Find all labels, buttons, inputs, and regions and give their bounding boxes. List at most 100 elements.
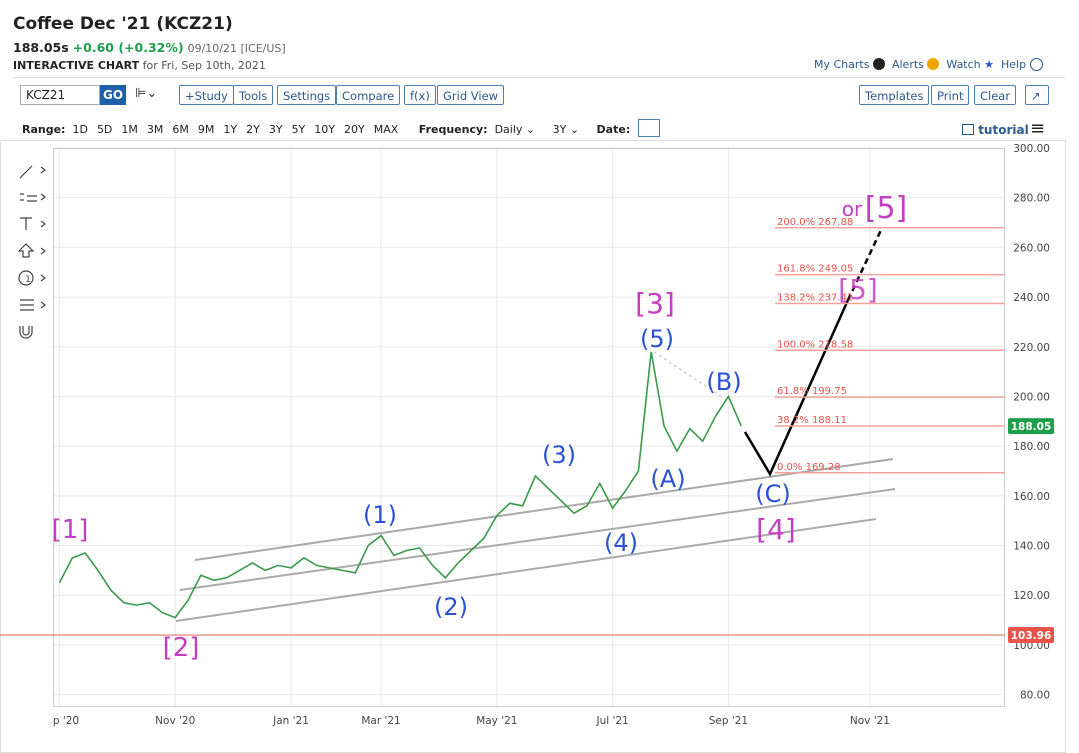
x-tick-label: Sep '21 (709, 715, 748, 727)
channel-line (175, 518, 877, 622)
channel-line (179, 488, 896, 591)
wave-label: [3] (635, 287, 675, 320)
toolbar-button[interactable]: f(x) (404, 85, 436, 105)
calendar[interactable] (637, 119, 660, 137)
x-tick-label: Jul '21 (595, 715, 628, 727)
range-option[interactable]: 1M (121, 123, 138, 136)
fib-label: 61.8% 199.75 (777, 386, 847, 397)
y-tick-label: 240.00 (1013, 292, 1050, 304)
subtitle-row: INTERACTIVE CHART for Fri, Sep 10th, 202… (13, 59, 266, 72)
toolbar-button[interactable]: Compare (336, 85, 401, 105)
toolbar-button[interactable]: Tools (233, 85, 274, 105)
menu[interactable]: ≡ (1030, 118, 1046, 139)
tutorial-label[interactable]: tutorial (978, 123, 1029, 137)
wave-label: (3) (542, 441, 576, 469)
wave-label: (C) (755, 480, 790, 508)
x-tick-label: Sep '20 (40, 715, 79, 727)
frequency[interactable]: Daily (494, 123, 523, 136)
y-tick-label: 280.00 (1013, 193, 1050, 205)
subtitle-date: for Fri, Sep 10th, 2021 (142, 59, 266, 72)
x-tick-label: Jan '21 (272, 715, 309, 727)
projection-line (743, 299, 850, 477)
fib-label: 0.0% 169.28 (777, 462, 841, 473)
title: Coffee Dec '21 (KCZ21) (13, 14, 233, 34)
wave-label: (1) (363, 501, 397, 529)
tutorial[interactable]: tutorial (962, 123, 1029, 137)
link[interactable]: Watch (946, 58, 981, 71)
tool-text (20, 217, 32, 230)
range-option[interactable]: 10Y (314, 123, 335, 136)
wave-label: (A) (650, 465, 685, 493)
tool-line (19, 165, 33, 179)
range-option[interactable]: 20Y (344, 123, 365, 136)
fib-label: 100.0% 218.58 (777, 339, 853, 350)
x-tick-label: May '21 (476, 715, 517, 727)
toolbar-button[interactable]: +Study (179, 85, 234, 105)
y-tick-label: 180.00 (1013, 441, 1050, 453)
subtitle: INTERACTIVE CHART (13, 59, 140, 72)
range-option[interactable]: 2Y (246, 123, 260, 136)
channel-line (194, 458, 894, 561)
price-badge-label: 103.96 (1011, 630, 1052, 642)
link[interactable]: Alerts (891, 58, 924, 71)
range-option[interactable]: MAX (373, 123, 399, 136)
change: +0.60 (+0.32%) (72, 40, 184, 55)
fib-label: 161.8% 249.05 (777, 264, 853, 275)
y-tick-label: 80.00 (1020, 690, 1050, 702)
tool-magnet (19, 326, 33, 339)
range-option[interactable]: 5Y (291, 123, 306, 136)
expand-button[interactable]: ↗ (1025, 85, 1049, 105)
toolbar-button[interactable]: Print (931, 85, 970, 105)
link[interactable]: Help (1001, 58, 1027, 71)
range-option[interactable]: 6M (172, 123, 189, 136)
range-bar: Range: 1D 5D 1M 3M 6M 9M 1Y 2Y 3Y 5Y 10Y 20Y MAX Fre… (22, 119, 660, 137)
tool-shape (17, 243, 35, 258)
chart-type-menu[interactable]: ⊫⌄ (135, 86, 158, 101)
tool-chevrons (40, 166, 46, 309)
date-label: Date: (596, 123, 631, 136)
y-tick-label: 220.00 (1013, 342, 1050, 354)
x-axis: Sep '20 Nov '20 Jan '21 Mar '21 May '21 Jul '… (40, 715, 890, 727)
plot-border (53, 148, 1005, 707)
range-option[interactable]: 9M (197, 123, 215, 136)
wave-label: (5) (640, 325, 674, 353)
frequency-label: Frequency: (418, 123, 488, 136)
price-line-series (58, 351, 743, 619)
link[interactable]: My Charts (814, 58, 870, 71)
range-option[interactable]: 5D (96, 123, 113, 136)
toolbar-button[interactable]: Templates (859, 85, 930, 105)
x-tick-label: Nov '20 (155, 715, 195, 727)
price-badge-label: 188.05 (1011, 421, 1052, 433)
fib-label: 38.2% 188.11 (777, 415, 847, 426)
toolbar-button[interactable]: Grid View (437, 85, 505, 105)
wave-label: [5] (865, 191, 908, 226)
y-tick-label: 140.00 (1013, 541, 1050, 553)
toolbar-button[interactable]: Clear (974, 85, 1017, 105)
timestamp: 09/10/21 [ICE/US] (187, 42, 286, 55)
wave-label: [1] (52, 515, 89, 545)
grid (53, 147, 1005, 707)
wave-label: (2) (434, 593, 468, 621)
range-option[interactable]: 1Y (223, 123, 238, 136)
tool-count (18, 270, 34, 286)
wave-label: [5] (838, 273, 878, 306)
range-option[interactable]: 3M (146, 123, 164, 136)
price-badge (1008, 418, 1054, 435)
links: My Charts Alerts Watch ★ Help (814, 58, 1043, 71)
wave-label: (B) (706, 368, 741, 396)
dotted-line (653, 351, 725, 399)
tool-count-icon: 1 (25, 275, 31, 285)
range-option[interactable]: 3Y (268, 123, 283, 136)
toolbar-button[interactable]: Settings (277, 85, 337, 105)
go-button[interactable]: GO (100, 85, 126, 105)
y-tick-label: 260.00 (1013, 242, 1050, 254)
period[interactable]: 3Y (552, 123, 567, 136)
wave-label: [2] (163, 633, 200, 663)
wave-label: (4) (604, 529, 638, 557)
symbol-input[interactable]: KCZ21 (20, 85, 100, 105)
range-option[interactable]: 1D (72, 123, 88, 136)
drawings (175, 227, 896, 622)
separator (13, 77, 1065, 78)
